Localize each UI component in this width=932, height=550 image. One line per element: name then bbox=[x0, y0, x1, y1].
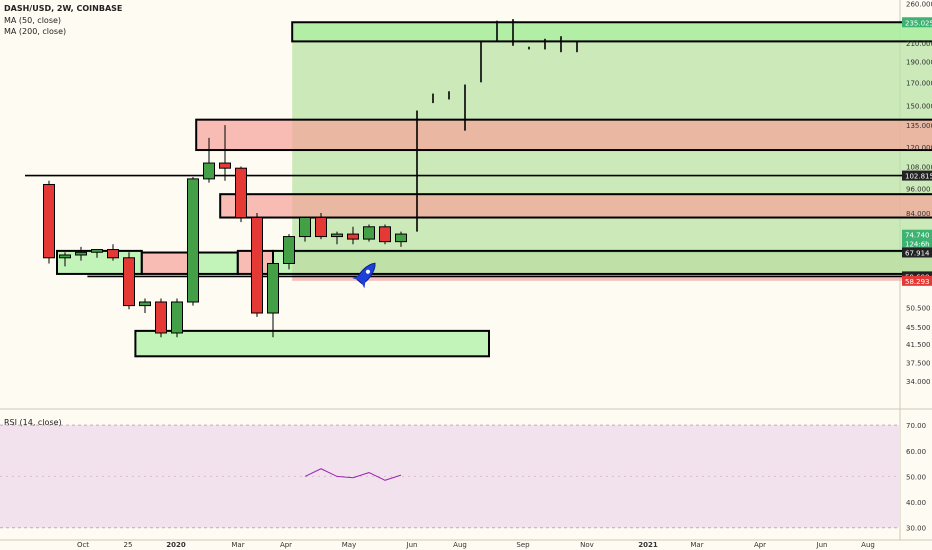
rocket-icon bbox=[352, 262, 376, 289]
price-tick-label: 210.000 bbox=[906, 40, 932, 48]
zone-rect-green bbox=[134, 329, 490, 358]
candle-down bbox=[107, 249, 119, 259]
price-tick-label: 260.000 bbox=[906, 1, 932, 9]
rocket-fin bbox=[361, 278, 366, 289]
zone-rect-red bbox=[219, 193, 932, 219]
candle-down bbox=[155, 301, 167, 334]
price-badge-label: 67.914 bbox=[905, 249, 930, 257]
time-tick-label: Nov bbox=[580, 541, 594, 549]
price-tick-label: 135.000 bbox=[906, 122, 932, 130]
zone-rect-red bbox=[195, 118, 932, 152]
price-tick-label: 37.500 bbox=[906, 360, 931, 368]
time-tick-label: Apr bbox=[280, 541, 292, 549]
price-badge-bg bbox=[902, 247, 932, 258]
price-tick-label: 34.000 bbox=[906, 378, 931, 386]
rsi-line bbox=[304, 468, 402, 481]
candle-down bbox=[43, 183, 55, 259]
candle-down bbox=[235, 167, 247, 219]
price-tick-label: 108.000 bbox=[906, 163, 932, 171]
candle-up bbox=[91, 249, 103, 253]
time-tick-label: 2020 bbox=[166, 541, 186, 549]
zone-rect-green bbox=[195, 251, 239, 275]
candle-down bbox=[219, 162, 231, 169]
price-badge-label: 58.293 bbox=[905, 278, 930, 286]
price-tick-label: 84.000 bbox=[906, 210, 931, 218]
time-tick-label: Apr bbox=[754, 541, 766, 549]
rsi-tick-label: 30.00 bbox=[906, 525, 926, 533]
candle-up bbox=[299, 217, 311, 238]
ma200-legend: MA (200, close) bbox=[4, 27, 67, 36]
price-tick-label: 41.500 bbox=[906, 341, 931, 349]
candle-up bbox=[395, 233, 407, 243]
time-tick-label: Jun bbox=[816, 541, 828, 549]
time-tick-label: Oct bbox=[77, 541, 89, 549]
candle-up bbox=[171, 301, 183, 334]
rsi-tick-label: 50.00 bbox=[906, 473, 926, 481]
price-tick-label: 45.500 bbox=[906, 324, 931, 332]
price-tick-label: 190.000 bbox=[906, 59, 932, 67]
rocket-body bbox=[356, 262, 376, 285]
time-tick-label: Mar bbox=[231, 541, 244, 549]
candle-up bbox=[331, 233, 343, 238]
ma50-legend: MA (50, close) bbox=[4, 16, 62, 25]
price-badge-bg bbox=[902, 170, 932, 181]
rocket-window bbox=[365, 269, 370, 274]
time-tick-label: Jun bbox=[406, 541, 418, 549]
time-tick-label: 25 bbox=[124, 541, 133, 549]
rsi-tick-label: 40.00 bbox=[906, 499, 926, 507]
rsi-legend: RSI (14, close) bbox=[4, 418, 62, 427]
symbol-label: DASH/USD, 2W, COINBASE bbox=[4, 4, 123, 13]
candle-up bbox=[203, 162, 215, 180]
time-tick-label: Aug bbox=[453, 541, 467, 549]
price-badge-label: 74.740 bbox=[905, 232, 930, 240]
price-tick-label: 50.500 bbox=[906, 304, 931, 312]
price-badge-bg bbox=[902, 238, 932, 249]
candle-up bbox=[139, 301, 151, 307]
candle-up bbox=[363, 226, 375, 240]
time-tick-label: Aug bbox=[861, 541, 875, 549]
candle-down bbox=[347, 233, 359, 240]
rsi-tick-label: 60.00 bbox=[906, 448, 926, 456]
time-tick-label: May bbox=[342, 541, 356, 549]
price-tick-label: 96.000 bbox=[906, 185, 931, 193]
candle-down bbox=[123, 257, 135, 307]
rocket-fin bbox=[352, 275, 362, 280]
candle-up bbox=[59, 254, 71, 259]
price-tick-label: 120.000 bbox=[906, 144, 932, 152]
rsi-tick-label: 70.00 bbox=[906, 422, 926, 430]
price-badge-label: 102.815 bbox=[905, 173, 932, 181]
price-tick-label: 150.000 bbox=[906, 103, 932, 111]
candle-down bbox=[379, 226, 391, 243]
price-badge-bg bbox=[902, 17, 932, 28]
price-badge-bg bbox=[902, 229, 932, 240]
price-tick-label: 170.000 bbox=[906, 79, 932, 87]
candle-up bbox=[187, 178, 199, 303]
candle-up bbox=[267, 262, 279, 314]
candle-down bbox=[315, 217, 327, 238]
zone-rect-green bbox=[291, 21, 932, 43]
candle-up bbox=[75, 251, 87, 256]
price-badge-label: 124:6h bbox=[905, 240, 930, 248]
candle-up bbox=[283, 236, 295, 264]
price-badge-bg bbox=[902, 275, 932, 286]
candle-down bbox=[251, 217, 263, 314]
time-tick-label: Sep bbox=[516, 541, 530, 549]
time-tick-label: Mar bbox=[690, 541, 703, 549]
price-badge-label: 235.025 bbox=[905, 19, 932, 27]
time-tick-label: 2021 bbox=[638, 541, 658, 549]
